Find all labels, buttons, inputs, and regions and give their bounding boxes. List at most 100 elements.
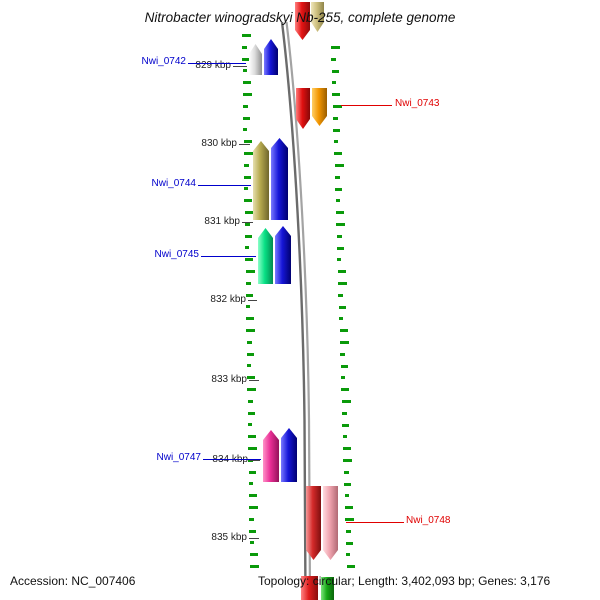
density-tick — [246, 364, 251, 368]
label-leader-line — [198, 185, 251, 186]
density-tick — [248, 447, 258, 450]
gene-nwi-0743-red-arrow[interactable] — [296, 88, 310, 129]
gene-label-nwi_0747[interactable]: Nwi_0747 — [156, 452, 201, 463]
density-tick — [243, 140, 252, 144]
density-tick — [246, 305, 251, 309]
label-leader-line — [346, 522, 404, 523]
ruler-tick — [250, 460, 260, 461]
density-tick — [243, 104, 249, 108]
density-tick — [343, 447, 352, 451]
density-tick — [340, 352, 346, 356]
density-tick — [346, 565, 355, 569]
ruler-label: 829 kbp — [195, 60, 231, 71]
density-tick — [340, 376, 345, 380]
gene-nwi-0743-orange-arrow[interactable] — [312, 88, 327, 126]
density-tick — [345, 541, 353, 545]
density-tick — [338, 293, 344, 297]
ruler-label: 833 kbp — [211, 374, 247, 385]
density-tick — [340, 364, 348, 368]
density-tick — [344, 482, 352, 486]
density-tick — [333, 116, 339, 120]
density-tick — [249, 541, 254, 545]
ruler-tick — [242, 222, 253, 223]
density-tick — [242, 81, 251, 85]
density-tick — [332, 81, 337, 85]
ruler-label: 835 kbp — [211, 532, 247, 543]
density-tick — [244, 175, 252, 179]
label-leader-line — [201, 256, 256, 257]
gene-nwi-0742-gray-arrow[interactable] — [249, 44, 262, 75]
density-tick — [242, 69, 247, 73]
density-tick — [332, 105, 342, 108]
gene-label-nwi_0745[interactable]: Nwi_0745 — [154, 249, 199, 260]
label-leader-line — [188, 63, 246, 64]
density-tick — [242, 93, 252, 96]
gene-nwi-0744-blue-arrow[interactable] — [271, 138, 288, 220]
density-tick — [247, 411, 255, 415]
gene-label-nwi_0744[interactable]: Nwi_0744 — [151, 178, 196, 189]
density-tick — [337, 246, 345, 250]
density-tick — [244, 199, 253, 203]
density-tick — [243, 128, 248, 132]
accession-text: Accession: NC_007406 — [10, 574, 136, 588]
ruler-tick — [239, 144, 250, 145]
density-tick — [336, 234, 342, 238]
density-tick — [333, 128, 341, 132]
density-tick — [337, 258, 342, 262]
density-tick — [345, 529, 351, 533]
ruler-tick — [249, 380, 259, 381]
density-tick — [246, 317, 255, 321]
density-tick — [247, 388, 257, 391]
density-tick — [248, 435, 257, 439]
density-tick — [332, 93, 341, 97]
gene-top-partial-red-arrow[interactable] — [295, 2, 310, 40]
density-tick — [342, 435, 347, 439]
backbone-strand-dark — [280, 21, 307, 600]
density-tick — [334, 152, 343, 156]
density-tick — [248, 482, 253, 486]
density-tick — [343, 459, 353, 462]
gene-nwi-0748-red-arrow[interactable] — [306, 486, 321, 560]
gene-nwi-0742-blue-arrow[interactable] — [264, 39, 278, 75]
density-tick — [242, 57, 250, 61]
gene-nwi-0745-green-arrow[interactable] — [258, 228, 273, 284]
density-tick — [248, 470, 256, 474]
density-tick — [345, 518, 355, 521]
density-tick — [242, 34, 251, 37]
density-tick — [246, 340, 252, 344]
gene-top-partial-tan-arrow[interactable] — [311, 2, 324, 32]
density-tick — [245, 234, 253, 238]
gene-label-nwi_0742[interactable]: Nwi_0742 — [141, 56, 186, 67]
gene-label-nwi_0748[interactable]: Nwi_0748 — [406, 515, 451, 526]
gene-bottom-partial-green-arrow[interactable] — [321, 577, 334, 600]
density-tick — [343, 470, 349, 474]
density-tick — [247, 376, 256, 380]
gene-nwi-0747-magenta-arrow[interactable] — [263, 430, 279, 482]
density-tick — [335, 211, 344, 215]
density-tick — [244, 222, 250, 226]
density-tick — [243, 116, 251, 120]
gene-label-nwi_0743[interactable]: Nwi_0743 — [395, 98, 440, 109]
genome-title: Nitrobacter winogradskyi Nb-255, complet… — [144, 10, 456, 25]
density-tick — [334, 164, 344, 167]
density-tick — [245, 246, 250, 250]
density-tick — [243, 163, 249, 167]
ruler-tick — [233, 66, 247, 67]
density-tick — [335, 187, 343, 191]
gene-nwi-0745-blue-arrow[interactable] — [275, 226, 291, 284]
density-tick — [334, 175, 340, 179]
density-tick — [249, 529, 257, 533]
density-tick — [245, 293, 253, 297]
density-tick — [331, 57, 337, 61]
density-tick — [344, 494, 349, 498]
density-tick — [346, 553, 351, 557]
density-tick — [339, 329, 348, 333]
gene-bottom-partial-red-arrow[interactable] — [301, 576, 318, 600]
gene-nwi-0748-pink-arrow[interactable] — [323, 486, 338, 560]
gene-nwi-0747-blue-arrow[interactable] — [281, 428, 297, 482]
gene-nwi-0744-khaki-arrow[interactable] — [253, 141, 269, 220]
density-tick — [344, 506, 353, 510]
density-tick — [242, 45, 248, 49]
ruler-tick — [249, 538, 259, 539]
density-tick — [249, 517, 255, 521]
